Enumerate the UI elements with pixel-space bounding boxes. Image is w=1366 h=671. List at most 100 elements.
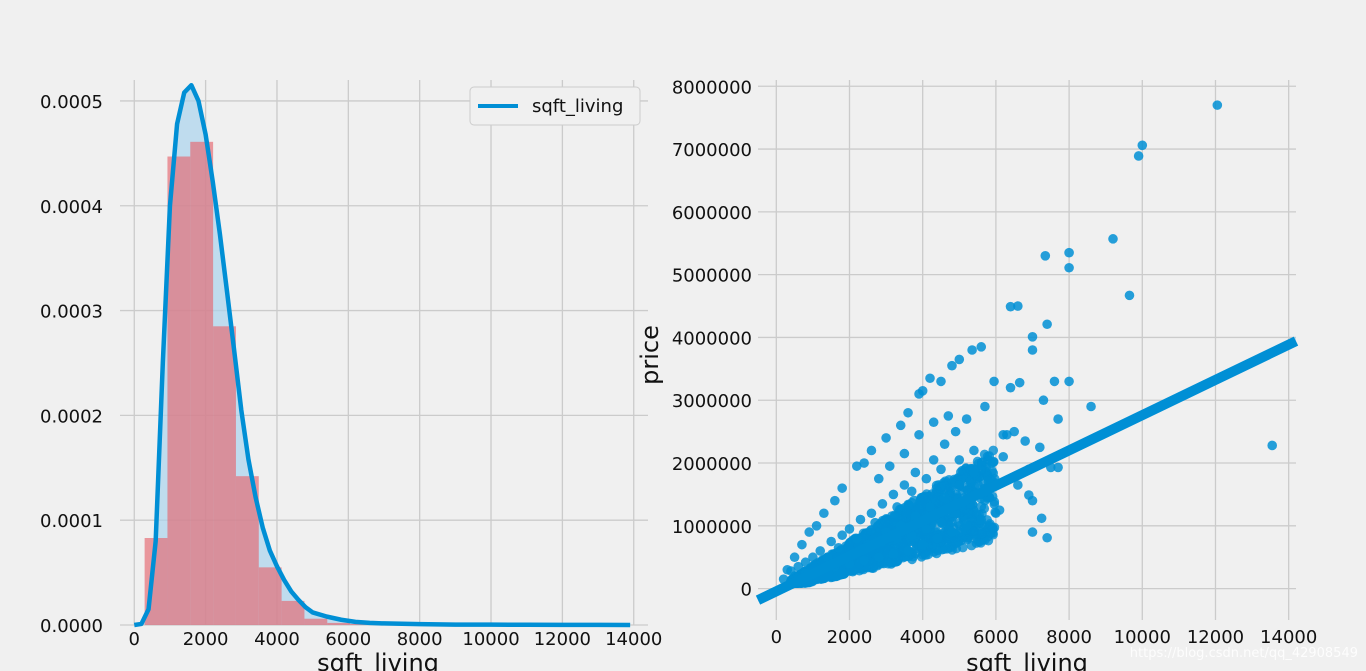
scatter-point	[950, 426, 961, 437]
scatter-point	[976, 528, 987, 539]
scatter-point	[980, 495, 990, 506]
scatter-point	[969, 467, 979, 478]
scatter-point	[928, 417, 939, 428]
hist-bar	[190, 141, 214, 625]
scatter-point	[947, 527, 957, 537]
scatter-point	[804, 527, 815, 537]
hist-legend: sqft_living	[469, 86, 641, 126]
scatter-point	[961, 414, 972, 424]
scatter-xtick-label: 10000	[1114, 627, 1171, 648]
scatter-point	[947, 478, 957, 488]
scatter-point	[1267, 440, 1278, 451]
scatter-point	[939, 439, 950, 449]
scatter-point	[914, 429, 924, 440]
scatter-xtick-label: 12000	[1187, 627, 1244, 648]
scatter-point	[987, 458, 998, 468]
scatter-xtick-label: 2000	[827, 627, 873, 648]
hist-bar	[235, 476, 259, 625]
scatter-point	[987, 522, 998, 533]
scatter-point	[811, 521, 822, 531]
scatter-ytick-label: 7000000	[672, 140, 752, 161]
scatter-point	[1064, 262, 1074, 273]
scatter-point	[890, 511, 900, 522]
scatter-point	[1108, 234, 1118, 244]
kde-curve	[133, 82, 631, 628]
scatter-point	[976, 537, 986, 548]
hist-ytick-label: 0.0005	[40, 92, 103, 113]
scatter-point	[900, 502, 910, 513]
scatter-point	[1064, 376, 1074, 387]
scatter-point	[965, 476, 975, 487]
hist-xtick-label: 0	[129, 629, 140, 650]
scatter-axes: 0 2000 4000 6000 8000 10000 12000 14000 0 1000000…	[672, 77, 1317, 648]
scatter-point	[1053, 414, 1063, 424]
scatter-point	[961, 521, 972, 531]
scatter-point	[906, 530, 917, 541]
hist-bar	[327, 622, 351, 625]
scatter-point	[989, 376, 999, 387]
scatter-point	[786, 566, 796, 576]
scatter-point	[1053, 462, 1063, 473]
hist-ytick-label: 0.0004	[40, 197, 103, 218]
scatter-point	[954, 480, 965, 490]
scatter-point	[877, 499, 888, 509]
scatter-point	[947, 517, 957, 527]
scatter-point	[808, 552, 818, 563]
scatter-point	[925, 373, 935, 384]
scatter-point	[910, 467, 921, 478]
scatter-point	[830, 495, 840, 506]
scatter-point	[921, 524, 932, 534]
scatter-point	[826, 536, 836, 547]
scatter-point	[954, 455, 965, 465]
scatter-point	[873, 473, 884, 484]
hist-ytick-label: 0.0000	[40, 616, 103, 637]
scatter-point	[977, 460, 987, 471]
scatter-point	[936, 376, 946, 387]
scatter-point	[1035, 442, 1045, 453]
scatter-point	[1049, 376, 1060, 387]
scatter-ytick-label: 2000000	[672, 454, 752, 475]
scatter-point	[928, 455, 939, 465]
scatter-point	[1124, 290, 1135, 301]
scatter-point	[947, 360, 957, 371]
scatter-point	[920, 550, 931, 560]
hist-bar	[304, 618, 328, 625]
scatter-point	[895, 420, 906, 431]
hist-xtick-label: 12000	[534, 629, 591, 650]
scatter-ytick-label: 1000000	[672, 517, 752, 538]
hist-xtick-label: 6000	[325, 629, 371, 650]
scatter-point	[921, 473, 932, 484]
scatter-point	[800, 557, 811, 568]
scatter-xtick-label: 14000	[1260, 627, 1317, 648]
scatter-point	[866, 508, 877, 519]
hist-bar	[167, 156, 191, 625]
hist-xtick-label: 4000	[254, 629, 300, 650]
scatter-point	[1086, 401, 1096, 412]
scatter-point	[1042, 532, 1052, 543]
scatter-point	[822, 552, 833, 563]
scatter-point	[903, 407, 913, 418]
scatter-point	[833, 542, 844, 553]
scatter-point	[789, 552, 800, 563]
scatter-ytick-label: 3000000	[672, 391, 752, 412]
hist-bar	[258, 567, 282, 625]
scatter-point	[852, 461, 862, 471]
scatter-point	[1027, 527, 1038, 537]
scatter-point	[1024, 490, 1034, 500]
scatter-point	[951, 538, 962, 548]
scatter-point	[1014, 377, 1025, 388]
scatter-point	[1038, 395, 1049, 406]
hist-bar	[281, 600, 305, 625]
scatter-point	[859, 555, 869, 566]
scatter-point	[1036, 513, 1047, 524]
scatter-ytick-label: 5000000	[672, 266, 752, 287]
scatter-ytick-label: 4000000	[672, 328, 752, 349]
scatter-point	[1013, 301, 1023, 311]
scatter-point	[989, 496, 1000, 507]
scatter-xtick-label: 4000	[900, 627, 946, 648]
hist-ytick-label: 0.0001	[40, 511, 103, 532]
scatter-point	[844, 524, 855, 534]
scatter-point	[967, 345, 977, 355]
scatter-point	[892, 502, 902, 512]
scatter-point	[919, 494, 930, 504]
